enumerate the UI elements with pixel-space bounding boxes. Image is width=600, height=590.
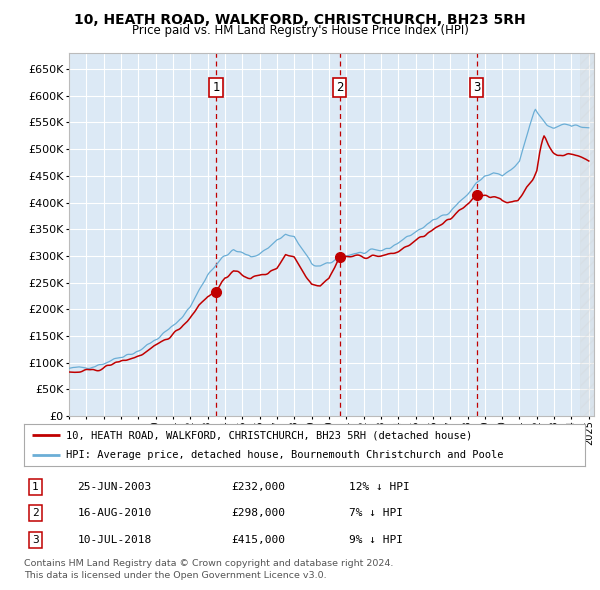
Text: Contains HM Land Registry data © Crown copyright and database right 2024.: Contains HM Land Registry data © Crown c… bbox=[24, 559, 394, 568]
Text: 25-JUN-2003: 25-JUN-2003 bbox=[77, 482, 152, 492]
Text: 9% ↓ HPI: 9% ↓ HPI bbox=[349, 535, 403, 545]
Text: 1: 1 bbox=[212, 81, 220, 94]
Text: 10, HEATH ROAD, WALKFORD, CHRISTCHURCH, BH23 5RH (detached house): 10, HEATH ROAD, WALKFORD, CHRISTCHURCH, … bbox=[66, 430, 472, 440]
Text: 3: 3 bbox=[32, 535, 38, 545]
Text: HPI: Average price, detached house, Bournemouth Christchurch and Poole: HPI: Average price, detached house, Bour… bbox=[66, 450, 503, 460]
Text: 10, HEATH ROAD, WALKFORD, CHRISTCHURCH, BH23 5RH: 10, HEATH ROAD, WALKFORD, CHRISTCHURCH, … bbox=[74, 13, 526, 27]
Text: This data is licensed under the Open Government Licence v3.0.: This data is licensed under the Open Gov… bbox=[24, 571, 326, 579]
Bar bbox=[580, 53, 594, 416]
Text: £298,000: £298,000 bbox=[232, 509, 286, 518]
Text: 2: 2 bbox=[32, 509, 38, 518]
Text: 16-AUG-2010: 16-AUG-2010 bbox=[77, 509, 152, 518]
Text: 12% ↓ HPI: 12% ↓ HPI bbox=[349, 482, 410, 492]
Text: £232,000: £232,000 bbox=[232, 482, 286, 492]
Text: 10-JUL-2018: 10-JUL-2018 bbox=[77, 535, 152, 545]
Text: 3: 3 bbox=[473, 81, 481, 94]
Text: £415,000: £415,000 bbox=[232, 535, 286, 545]
Text: Price paid vs. HM Land Registry's House Price Index (HPI): Price paid vs. HM Land Registry's House … bbox=[131, 24, 469, 37]
Text: 7% ↓ HPI: 7% ↓ HPI bbox=[349, 509, 403, 518]
Text: 1: 1 bbox=[32, 482, 38, 492]
Text: 2: 2 bbox=[336, 81, 343, 94]
